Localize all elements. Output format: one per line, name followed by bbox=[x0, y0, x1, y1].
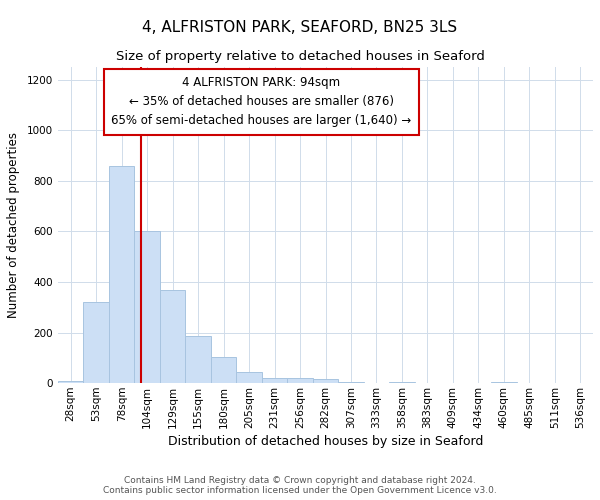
Bar bbox=[134, 232, 160, 383]
Bar bbox=[58, 380, 83, 383]
Bar bbox=[83, 302, 109, 383]
Bar bbox=[287, 378, 313, 383]
Text: Contains HM Land Registry data © Crown copyright and database right 2024.: Contains HM Land Registry data © Crown c… bbox=[124, 476, 476, 485]
Bar bbox=[109, 166, 134, 383]
Bar bbox=[160, 290, 185, 383]
Bar bbox=[211, 356, 236, 383]
Bar bbox=[313, 378, 338, 383]
Bar bbox=[185, 336, 211, 383]
Text: Size of property relative to detached houses in Seaford: Size of property relative to detached ho… bbox=[116, 50, 484, 63]
X-axis label: Distribution of detached houses by size in Seaford: Distribution of detached houses by size … bbox=[168, 435, 483, 448]
Text: 4 ALFRISTON PARK: 94sqm
← 35% of detached houses are smaller (876)
65% of semi-d: 4 ALFRISTON PARK: 94sqm ← 35% of detache… bbox=[111, 76, 412, 128]
Text: Contains public sector information licensed under the Open Government Licence v3: Contains public sector information licen… bbox=[103, 486, 497, 495]
Bar bbox=[338, 382, 364, 383]
Bar bbox=[389, 382, 415, 383]
Bar bbox=[262, 378, 287, 383]
Bar bbox=[236, 372, 262, 383]
Bar bbox=[491, 382, 517, 383]
Text: 4, ALFRISTON PARK, SEAFORD, BN25 3LS: 4, ALFRISTON PARK, SEAFORD, BN25 3LS bbox=[142, 20, 458, 35]
Y-axis label: Number of detached properties: Number of detached properties bbox=[7, 132, 20, 318]
